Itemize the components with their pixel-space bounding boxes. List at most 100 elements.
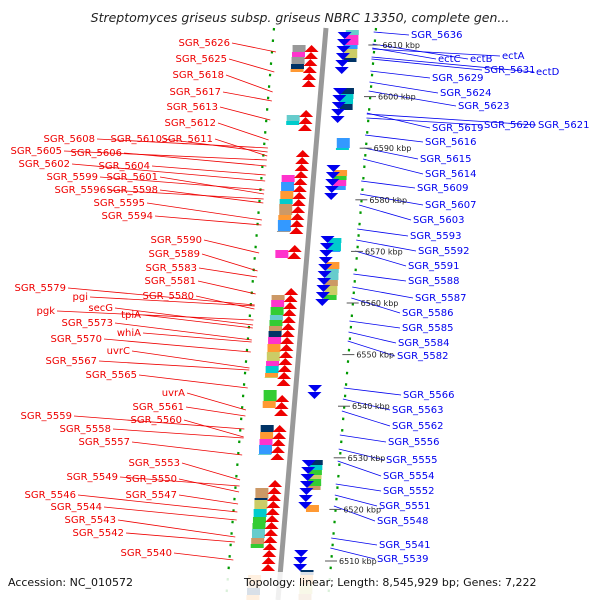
left-gene-label: SGR_5617 — [170, 87, 222, 98]
reverse-gene-arrow — [337, 32, 352, 39]
forward-gene-arrow — [272, 425, 287, 432]
forward-gene-arrow — [267, 487, 282, 494]
right-gene-label: SGR_5582 — [397, 351, 449, 362]
gene-feature-block — [265, 373, 279, 377]
right-leader-line — [357, 228, 409, 237]
forward-gene-arrow — [263, 536, 278, 543]
right-gene-label: SGR_5562 — [392, 421, 444, 432]
left-gene-label: SGR_5583 — [146, 263, 198, 274]
left-gene-label: SGR_5560 — [131, 415, 183, 426]
right-leader-line — [335, 483, 382, 492]
left-gene-label: pgi — [73, 292, 88, 303]
left-gene-label: SGR_5561 — [133, 402, 185, 413]
forward-gene-arrow — [287, 245, 302, 252]
forward-gene-arrow — [291, 199, 306, 206]
genome-summary: Topology: linear; Length: 8,545,929 bp; … — [243, 576, 537, 589]
left-leader-line — [99, 176, 265, 191]
reverse-gene-arrow — [332, 88, 347, 95]
right-leader-line — [366, 113, 537, 126]
right-leader-line — [362, 158, 424, 175]
right-leader-line — [352, 286, 414, 299]
gene-feature-block — [328, 238, 342, 243]
left-gene-label: SGR_5611 — [162, 134, 214, 145]
forward-gene-arrow — [279, 344, 294, 351]
left-leader-line — [142, 314, 253, 329]
gene-feature-block — [253, 509, 267, 517]
left-gene-label: SGR_5567 — [46, 356, 98, 367]
left-gene-label: SGR_5580 — [143, 291, 195, 302]
right-leader-line — [347, 340, 396, 357]
left-gene-label: SGR_5608 — [44, 134, 96, 145]
gene-feature-block — [308, 475, 322, 479]
reverse-gene-arrow — [293, 557, 308, 564]
gene-feature-block — [281, 182, 295, 191]
right-gene-label: SGR_5631 — [484, 65, 536, 76]
left-leader-line — [173, 552, 234, 561]
reverse-gene-arrow — [324, 186, 339, 193]
forward-gene-arrow — [277, 372, 292, 379]
forward-gene-arrow — [272, 432, 287, 439]
left-leader-line — [231, 42, 277, 53]
forward-gene-arrow — [261, 564, 276, 571]
gene-feature-block — [290, 69, 304, 72]
footer-band — [0, 572, 600, 600]
left-leader-line — [195, 295, 255, 310]
forward-gene-arrow — [302, 73, 317, 80]
left-leader-line — [186, 392, 247, 411]
right-gene-label: SGR_5585 — [402, 323, 454, 334]
gene-feature-block — [278, 215, 292, 220]
left-leader-line — [73, 415, 245, 430]
reverse-gene-arrow — [331, 102, 346, 109]
forward-gene-arrow — [292, 192, 307, 199]
right-gene-label: SGR_5629 — [432, 73, 484, 84]
forward-gene-arrow — [271, 439, 286, 446]
right-leader-line — [337, 460, 382, 477]
right-leader-line — [360, 193, 424, 206]
gene-feature-block — [286, 121, 300, 125]
gene-feature-block — [336, 138, 350, 148]
left-leader-line — [225, 74, 273, 93]
gene-feature-block — [251, 529, 265, 538]
forward-gene-arrow — [266, 494, 281, 501]
gene-feature-block — [276, 231, 290, 232]
gene-feature-block — [252, 517, 266, 523]
right-leader-line — [359, 204, 412, 221]
gene-feature-block — [325, 269, 339, 273]
left-gene-label: uvrC — [107, 346, 130, 357]
gene-feature-block — [254, 500, 268, 509]
forward-gene-arrow — [281, 323, 296, 330]
left-leader-line — [103, 338, 251, 353]
gene-feature-block — [263, 390, 277, 401]
reverse-gene-arrow — [320, 236, 335, 243]
gene-feature-block — [327, 251, 341, 252]
left-leader-line — [131, 350, 250, 369]
reverse-gene-arrow — [326, 165, 341, 172]
reverse-gene-arrow — [325, 172, 340, 179]
left-leader-line — [77, 494, 238, 513]
left-leader-line — [178, 478, 240, 493]
left-gene-label: SGR_5595 — [94, 198, 146, 209]
gene-feature-block — [345, 30, 359, 35]
gene-feature-block — [309, 465, 323, 470]
forward-gene-arrow — [299, 110, 314, 117]
reverse-gene-arrow — [319, 250, 334, 257]
reverse-gene-arrow — [317, 271, 332, 278]
gene-feature-block — [291, 57, 305, 64]
left-gene-label: SGR_5549 — [67, 472, 119, 483]
right-leader-line — [364, 134, 424, 143]
left-gene-label: secG — [88, 303, 113, 314]
gene-feature-block — [344, 49, 358, 58]
left-gene-labels: SGR_5626 SGR_5625 SGR_5618 SGR_5617 SGR_5613… — [11, 38, 231, 559]
right-gene-label: SGR_5624 — [440, 88, 492, 99]
gene-feature-block — [271, 295, 285, 300]
scale-label: 6540 kbp — [352, 402, 390, 411]
gene-feature-block — [292, 45, 306, 52]
right-gene-label: SGR_5541 — [379, 540, 431, 551]
gene-feature-block — [324, 280, 338, 286]
gene-feature-block — [280, 191, 294, 199]
right-leader-line — [368, 90, 457, 107]
reverse-gene-arrow — [315, 299, 330, 306]
left-gene-label: uvrA — [162, 388, 185, 399]
left-gene-label: SGR_5559 — [21, 411, 73, 422]
reverse-gene-arrow — [299, 481, 314, 488]
